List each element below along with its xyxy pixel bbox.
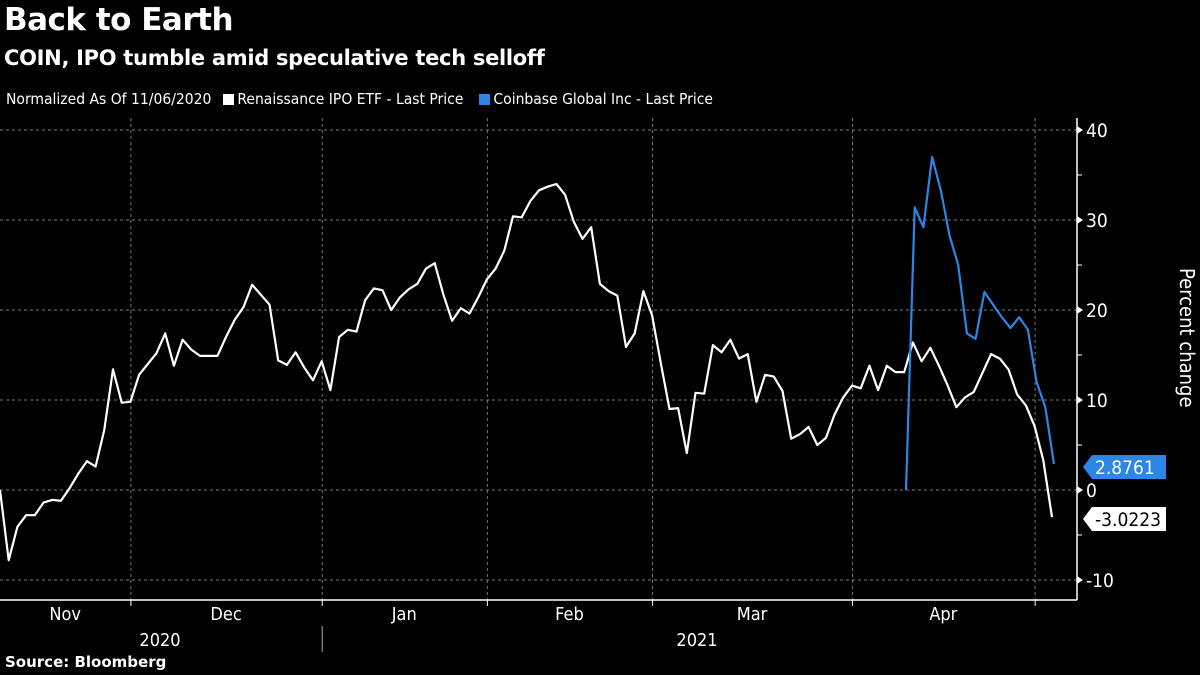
y-tick-marker <box>1077 486 1083 494</box>
grid <box>0 118 1077 600</box>
x-tick-label: Mar <box>737 604 768 625</box>
callout-ipo-etf: -3.0223 <box>1083 507 1166 531</box>
callout-value: -3.0223 <box>1095 509 1161 531</box>
legend-item-ipo-etf: Renaissance IPO ETF - Last Price <box>223 90 463 108</box>
legend-label-ipo-etf: Renaissance IPO ETF - Last Price <box>237 90 464 108</box>
series-line-coinbase <box>904 155 1056 491</box>
last-value-callouts: -3.0223 2.8761 <box>1083 455 1166 531</box>
y-tick-label: 20 <box>1086 300 1108 322</box>
axes: -10 0 10 20 30 40 Nov Dec Jan Feb Mar Apr 2020 2021 <box>0 118 1114 652</box>
y-tick-label: -10 <box>1086 570 1114 592</box>
source-note: Source: Bloomberg <box>5 653 167 671</box>
legend-label-coinbase: Coinbase Global Inc - Last Price <box>493 90 713 108</box>
x-tick-label: Nov <box>49 604 81 625</box>
x-tick-label: Dec <box>210 604 241 625</box>
legend-swatch-coinbase <box>479 93 491 105</box>
y-tick-marker <box>1077 576 1083 584</box>
legend-note: Normalized As Of 11/06/2020 <box>6 90 212 108</box>
callout-box <box>1083 507 1166 531</box>
y-tick-marker <box>1077 306 1083 314</box>
y-axis-label: Percent change <box>1175 268 1199 408</box>
x-tick-label: Jan <box>391 604 417 625</box>
series-lines <box>0 155 1056 562</box>
y-tick-label: 10 <box>1086 390 1108 412</box>
y-tick-label: 30 <box>1086 210 1108 232</box>
y-tick-marker <box>1077 216 1083 224</box>
y-tick-marker <box>1077 126 1083 134</box>
callout-coinbase: 2.8761 <box>1083 455 1166 479</box>
legend: Normalized As Of 11/06/2020 Renaissance … <box>6 90 729 108</box>
legend-swatch-ipo-etf <box>223 93 235 105</box>
year-label: 2020 <box>139 630 180 651</box>
x-tick-label: Feb <box>555 604 584 625</box>
y-tick-label: 0 <box>1086 480 1097 502</box>
y-tick-marker <box>1077 396 1083 404</box>
year-label: 2021 <box>676 630 717 651</box>
callout-box <box>1083 455 1166 479</box>
x-tick-label: Apr <box>929 604 957 625</box>
chart-subtitle: COIN, IPO tumble amid speculative tech s… <box>4 46 545 70</box>
callout-value: 2.8761 <box>1095 457 1155 479</box>
legend-item-coinbase: Coinbase Global Inc - Last Price <box>479 90 713 108</box>
chart-title: Back to Earth <box>4 2 234 38</box>
y-tick-label: 40 <box>1086 120 1108 142</box>
series-line-ipo-etf <box>0 182 1054 562</box>
